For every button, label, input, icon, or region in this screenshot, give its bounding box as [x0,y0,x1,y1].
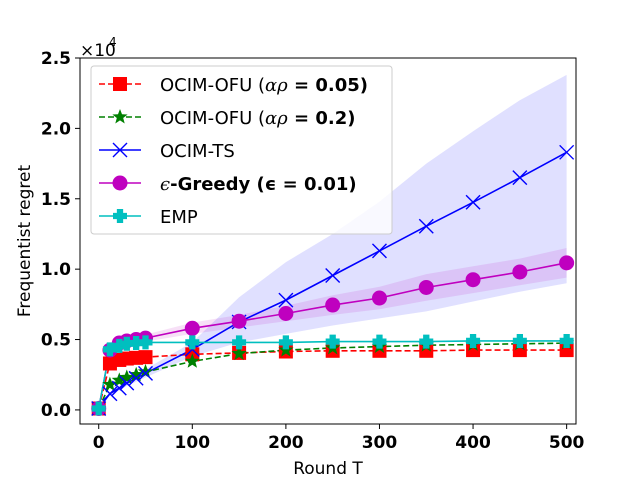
x-tick-label: 0 [93,433,105,453]
circle-marker [512,264,528,280]
y-axis-ticks: 0.0 0.5 1.0 1.5 2.0 2.5 [41,49,80,421]
y-tick-label: 0.5 [41,331,71,351]
x-marker [102,386,118,402]
x-marker [138,365,154,381]
circle-marker [371,290,387,306]
x-marker [278,292,294,308]
legend-label-prefix: OCIM-OFU ( [160,108,265,129]
star-marker [128,366,144,382]
legend-label-suffix: = 0.2) [288,108,356,129]
y-multiplier-base: ×10 [80,41,116,61]
x-marker [371,243,387,259]
band-circle [98,248,567,409]
x-marker [119,375,135,391]
plus-marker [325,334,340,349]
circle-marker [325,297,341,313]
star-marker [111,372,127,387]
x-tick-label: 400 [455,433,491,453]
y-tick-label: 2.0 [41,119,71,139]
legend-label-suffix: -Greedy (ϵ = 0.01) [170,174,357,195]
x-axis-ticks: 0 100 200 300 400 500 [93,424,585,453]
series-markers [91,144,575,417]
legend-label-math: ϵ [160,174,170,195]
plus-marker [102,342,117,357]
x-tick-label: 300 [362,433,398,453]
circle-marker [231,313,247,329]
star-marker [184,353,200,368]
circle-marker [418,279,434,295]
legend-label-suffix: = 0.05) [288,75,368,96]
plus-marker [232,335,247,350]
star-marker [119,369,135,384]
plus-marker [278,335,293,350]
x-marker [512,170,528,186]
legend-label-math: αρ [265,75,288,96]
legend-box [90,65,393,235]
y-tick-label: 1.0 [41,260,71,280]
circle-marker [112,175,128,191]
y-tick-label: 0.0 [41,401,71,421]
circle-marker [465,272,481,288]
legend-label: OCIM-OFU (αρ = 0.05) [160,75,368,96]
plus-marker [185,335,200,350]
plus-marker [138,335,153,350]
plus-marker [91,401,106,416]
square-marker [138,350,153,365]
x-marker [465,194,481,210]
plot-frame [79,57,577,425]
x-axis-label: Round T [293,459,363,479]
legend: OCIM-OFU (αρ = 0.05)OCIM-OFU (αρ = 0.2)O… [90,65,393,235]
plus-marker [129,336,144,351]
x-tick-label: 200 [268,433,304,453]
square-marker [113,77,127,91]
y-multiplier-label: ×10 4 [80,35,117,61]
plus-marker [466,333,481,348]
x-marker [128,370,144,386]
star-marker [112,109,128,124]
x-tick-label: 100 [175,433,211,453]
legend-label: ϵ-Greedy (ϵ = 0.01) [160,174,357,195]
plus-marker [372,334,387,349]
legend-label: EMP [160,207,198,228]
star-marker [231,345,247,361]
star-marker [102,376,118,392]
plus-marker [112,338,127,353]
y-axis-label: Frequentist regret [15,165,35,318]
circle-marker [559,255,575,271]
plus-marker [419,334,434,349]
x-tick-label: 500 [549,433,585,453]
legend-label-prefix: OCIM-OFU ( [160,75,265,96]
plus-marker [113,209,127,223]
plus-marker [119,336,134,351]
x-marker [111,380,127,396]
circle-marker [278,305,294,321]
x-marker [418,218,434,234]
star-marker [137,363,154,379]
x-marker [559,144,575,160]
plus-marker [559,333,574,348]
y-tick-label: 1.5 [41,190,71,210]
x-marker [112,142,128,158]
legend-label: OCIM-OFU (αρ = 0.2) [160,108,356,129]
x-marker [325,267,341,283]
legend-label-math: αρ [265,108,288,129]
y-tick-label: 2.5 [41,49,71,69]
plus-marker [512,333,527,348]
legend-label: OCIM-TS [160,141,235,162]
y-multiplier-exponent: 4 [109,35,117,49]
circle-marker [184,320,200,336]
